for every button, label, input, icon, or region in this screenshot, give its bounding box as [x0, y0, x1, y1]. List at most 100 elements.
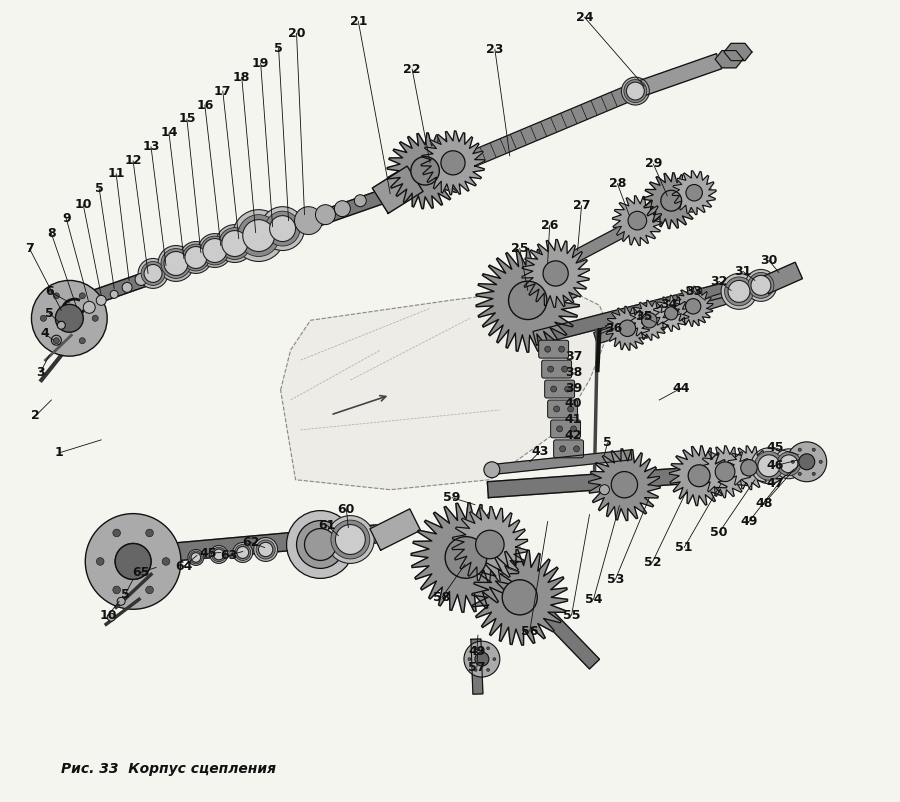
Circle shape	[728, 281, 750, 302]
Circle shape	[270, 216, 295, 241]
Circle shape	[161, 249, 191, 278]
Circle shape	[791, 460, 795, 464]
Text: 24: 24	[576, 11, 593, 24]
Circle shape	[296, 520, 345, 569]
Text: 54: 54	[585, 593, 602, 606]
Polygon shape	[629, 301, 670, 340]
Text: 10: 10	[99, 609, 117, 622]
Circle shape	[543, 261, 568, 286]
Circle shape	[468, 658, 471, 661]
Circle shape	[799, 454, 815, 470]
Circle shape	[286, 511, 355, 578]
Text: 5: 5	[121, 588, 130, 601]
Circle shape	[304, 529, 337, 561]
Text: 34: 34	[661, 298, 678, 311]
Circle shape	[787, 442, 827, 482]
FancyBboxPatch shape	[539, 340, 569, 358]
Circle shape	[191, 553, 201, 562]
Circle shape	[446, 537, 487, 578]
Circle shape	[92, 315, 98, 322]
Circle shape	[686, 184, 702, 201]
Circle shape	[626, 82, 644, 100]
Circle shape	[212, 547, 226, 561]
Circle shape	[135, 273, 147, 286]
Polygon shape	[487, 460, 799, 498]
Polygon shape	[606, 306, 649, 350]
Circle shape	[573, 446, 580, 452]
Text: Рис. 33  Корпус сцепления: Рис. 33 Корпус сцепления	[61, 762, 276, 776]
Circle shape	[84, 302, 95, 314]
Text: 39: 39	[565, 382, 582, 395]
Text: 49: 49	[741, 515, 758, 528]
Circle shape	[122, 282, 132, 293]
Circle shape	[53, 338, 59, 344]
Circle shape	[238, 215, 280, 257]
Circle shape	[754, 452, 783, 480]
Text: 4: 4	[40, 326, 49, 340]
Text: 64: 64	[176, 560, 193, 573]
Text: 41: 41	[565, 414, 582, 427]
Circle shape	[665, 306, 678, 320]
Circle shape	[611, 472, 637, 498]
Circle shape	[117, 597, 125, 606]
Circle shape	[562, 367, 568, 372]
Text: 61: 61	[319, 519, 336, 532]
Text: 40: 40	[565, 398, 582, 411]
Circle shape	[619, 320, 635, 337]
Circle shape	[780, 455, 797, 472]
Text: 52: 52	[644, 556, 661, 569]
Circle shape	[201, 236, 230, 265]
Circle shape	[180, 241, 211, 273]
Circle shape	[544, 346, 551, 352]
Circle shape	[237, 546, 248, 558]
Text: 63: 63	[220, 549, 238, 562]
Polygon shape	[699, 446, 751, 498]
Polygon shape	[373, 166, 423, 213]
Text: 6: 6	[45, 285, 54, 298]
Circle shape	[556, 426, 562, 432]
Polygon shape	[54, 167, 450, 317]
Text: 23: 23	[486, 43, 503, 55]
Text: 43: 43	[531, 445, 548, 458]
Circle shape	[210, 545, 228, 564]
Text: 45: 45	[766, 441, 784, 455]
Circle shape	[213, 549, 224, 560]
Circle shape	[188, 549, 204, 565]
Polygon shape	[613, 196, 662, 245]
Circle shape	[146, 586, 153, 593]
Text: 35: 35	[635, 310, 653, 322]
Text: 51: 51	[675, 541, 693, 554]
Polygon shape	[387, 133, 463, 209]
Polygon shape	[670, 446, 729, 505]
Polygon shape	[450, 515, 599, 669]
Circle shape	[261, 207, 304, 250]
Text: 5: 5	[94, 182, 104, 195]
Circle shape	[141, 261, 165, 286]
Circle shape	[112, 586, 121, 593]
Polygon shape	[589, 449, 661, 520]
Circle shape	[475, 652, 489, 666]
Circle shape	[219, 228, 251, 260]
Circle shape	[688, 465, 710, 487]
Circle shape	[798, 448, 801, 452]
Circle shape	[32, 281, 107, 356]
Text: 38: 38	[565, 366, 582, 379]
Text: 55: 55	[562, 609, 580, 622]
Circle shape	[551, 386, 556, 392]
Text: 47: 47	[766, 477, 784, 490]
Text: 11: 11	[107, 168, 125, 180]
Text: 17: 17	[214, 84, 231, 98]
Polygon shape	[673, 286, 713, 326]
Circle shape	[158, 245, 194, 282]
Text: 36: 36	[605, 322, 622, 334]
Circle shape	[96, 557, 104, 565]
Circle shape	[502, 580, 537, 615]
Text: 31: 31	[734, 265, 752, 278]
Circle shape	[661, 190, 681, 211]
Text: 58: 58	[433, 591, 451, 604]
Circle shape	[599, 484, 609, 495]
Circle shape	[256, 540, 275, 559]
Circle shape	[548, 367, 554, 372]
Circle shape	[474, 647, 477, 650]
Text: 45: 45	[199, 547, 217, 560]
